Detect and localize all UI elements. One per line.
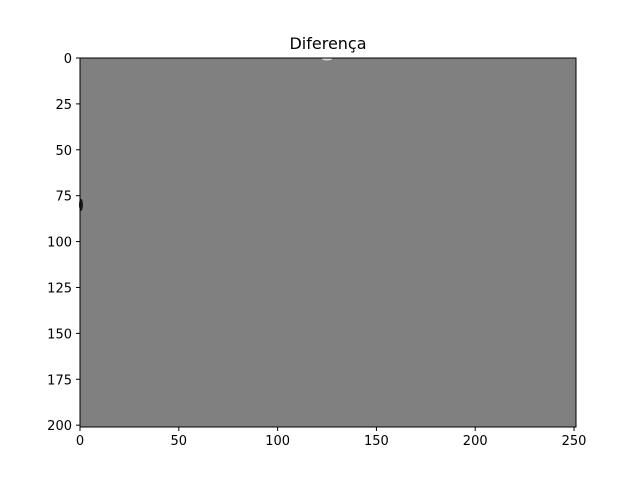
- y-tick-label: 0: [64, 52, 72, 67]
- y-tick-label: 150: [47, 327, 72, 342]
- x-tick-label: 100: [265, 434, 290, 449]
- y-tick-label: 125: [47, 281, 72, 296]
- y-tick-label: 175: [47, 373, 72, 388]
- y-axis: 0 25 50 75 100 125 150 175 200: [47, 52, 80, 434]
- x-tick-label: 250: [562, 434, 587, 449]
- x-tick-label: 200: [463, 434, 488, 449]
- image-fill: [80, 58, 576, 427]
- x-axis: 0 50 100 150 200 250: [76, 427, 587, 449]
- x-tick-label: 0: [76, 434, 84, 449]
- axes-frame: [79, 57, 577, 428]
- image-area: [79, 57, 576, 427]
- y-tick-label: 200: [47, 419, 72, 434]
- y-tick-label: 100: [47, 236, 72, 251]
- y-tick-label: 75: [55, 190, 72, 205]
- x-tick-label: 50: [171, 434, 188, 449]
- y-tick-label: 25: [55, 98, 72, 113]
- x-tick-label: 150: [364, 434, 389, 449]
- y-tick-label: 50: [55, 144, 72, 159]
- chart-title: Diferença: [289, 34, 366, 53]
